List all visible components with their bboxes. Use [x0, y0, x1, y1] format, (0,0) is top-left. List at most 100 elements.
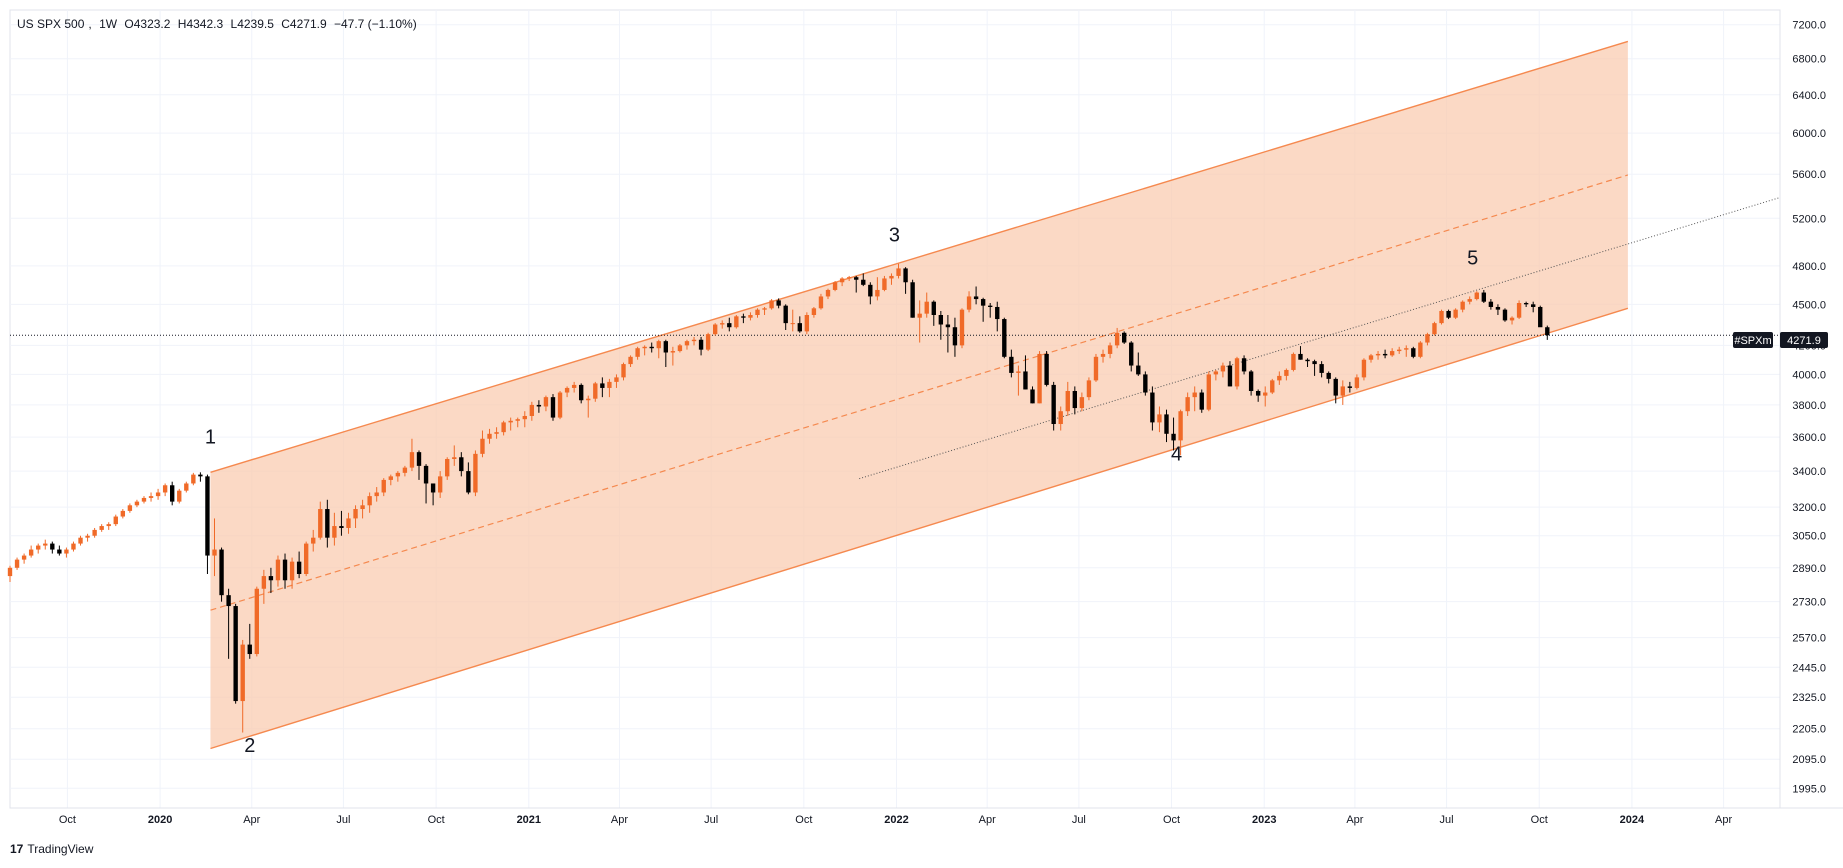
candle — [1178, 409, 1183, 456]
candle-body — [1509, 317, 1515, 321]
candle-body — [628, 356, 633, 365]
candle-body — [1023, 371, 1028, 390]
candle-body — [416, 452, 422, 466]
candle — [191, 472, 196, 486]
candle — [1368, 353, 1374, 363]
candle — [1333, 377, 1338, 404]
candle — [1354, 374, 1360, 390]
candle-body — [1502, 309, 1508, 321]
candle-body — [670, 351, 676, 353]
candle — [1312, 359, 1317, 376]
y-tick-label: 3200.0 — [1792, 502, 1826, 514]
candle-body — [1382, 353, 1388, 356]
candle-body — [1044, 353, 1049, 385]
candle — [1425, 332, 1430, 346]
y-tick-label: 4000.0 — [1792, 369, 1826, 381]
candle-body — [1206, 374, 1211, 410]
candle — [769, 299, 774, 310]
candle-body — [1425, 334, 1430, 343]
candle — [635, 346, 640, 360]
candle-body — [543, 397, 549, 407]
candle — [579, 383, 584, 404]
wave-label: 4 — [1171, 444, 1182, 466]
candle-body — [875, 289, 880, 297]
candle-body — [1453, 309, 1458, 318]
candle-body — [99, 526, 104, 530]
candle — [1382, 349, 1388, 359]
candle-body — [811, 308, 817, 315]
candle — [14, 557, 20, 570]
candle — [966, 291, 972, 313]
candle-body — [353, 509, 358, 519]
candle — [1460, 300, 1465, 313]
channel-fill — [210, 41, 1628, 749]
candle-body — [127, 505, 133, 511]
candle — [127, 503, 133, 513]
candle — [134, 499, 140, 508]
candle-body — [289, 561, 295, 581]
candle — [846, 275, 852, 281]
candle-body — [1375, 353, 1381, 356]
candle-body — [141, 497, 147, 502]
channel-lower-line — [210, 307, 1629, 750]
candle — [43, 539, 48, 550]
candle-body — [240, 644, 245, 702]
candle — [1016, 365, 1021, 396]
y-tick-label: 6400.0 — [1792, 90, 1826, 102]
candle-body — [501, 422, 506, 433]
candle-body — [409, 452, 415, 468]
y-tick-label: 3800.0 — [1792, 400, 1826, 412]
candle — [1241, 355, 1247, 375]
candle-body — [1199, 392, 1204, 410]
high-value: H4342.3 — [177, 17, 224, 31]
candle-body — [466, 471, 471, 493]
interval[interactable]: 1W — [99, 17, 118, 31]
candle — [1488, 299, 1494, 310]
candle-body — [924, 301, 929, 314]
candle — [240, 639, 245, 733]
candle-body — [910, 282, 915, 318]
candle-body — [1291, 353, 1296, 370]
candle-body — [571, 384, 577, 388]
candle — [1171, 417, 1176, 451]
candle-body — [1404, 348, 1409, 350]
candle — [212, 518, 217, 577]
candle-body — [170, 485, 175, 502]
candle-body — [1460, 301, 1465, 310]
candle-body — [1121, 332, 1127, 343]
tradingview-branding[interactable]: 17 TradingView — [10, 842, 93, 856]
candle-body — [931, 301, 936, 315]
candle — [1192, 386, 1197, 412]
price-axis[interactable]: 7200.0 6800.0 6400.0 6000.0 5600.0 5200.0 4800… — [1792, 20, 1826, 796]
candle-body — [727, 323, 732, 328]
candle — [459, 452, 464, 477]
candle-body — [557, 392, 563, 418]
candle-body — [1284, 369, 1289, 376]
candle-body — [381, 479, 386, 493]
candle — [268, 567, 274, 594]
candle-body — [762, 308, 767, 310]
candle — [113, 514, 118, 527]
x-tick-label: Apr — [1346, 814, 1363, 826]
candle — [155, 488, 161, 500]
candle — [536, 400, 542, 413]
candle-body — [720, 323, 725, 325]
candle-body — [1326, 372, 1331, 379]
candle — [755, 308, 760, 318]
candle-body — [1312, 361, 1317, 365]
regression-channel — [210, 40, 1781, 750]
candle — [790, 309, 795, 332]
candle-body — [1086, 380, 1092, 398]
candle-body — [1333, 378, 1338, 396]
candle-body — [529, 404, 535, 416]
candle — [1305, 358, 1310, 368]
candle-body — [1241, 358, 1247, 372]
candle — [480, 430, 485, 458]
candle — [1361, 358, 1367, 381]
candle — [522, 411, 527, 428]
candle-body — [113, 516, 118, 525]
candle — [120, 509, 126, 519]
candle-body — [1418, 342, 1423, 357]
time-axis[interactable]: Oct 2020 Apr Jul Oct 2021 Apr Jul Oct 2022 Apr Jul O… — [59, 814, 1733, 826]
